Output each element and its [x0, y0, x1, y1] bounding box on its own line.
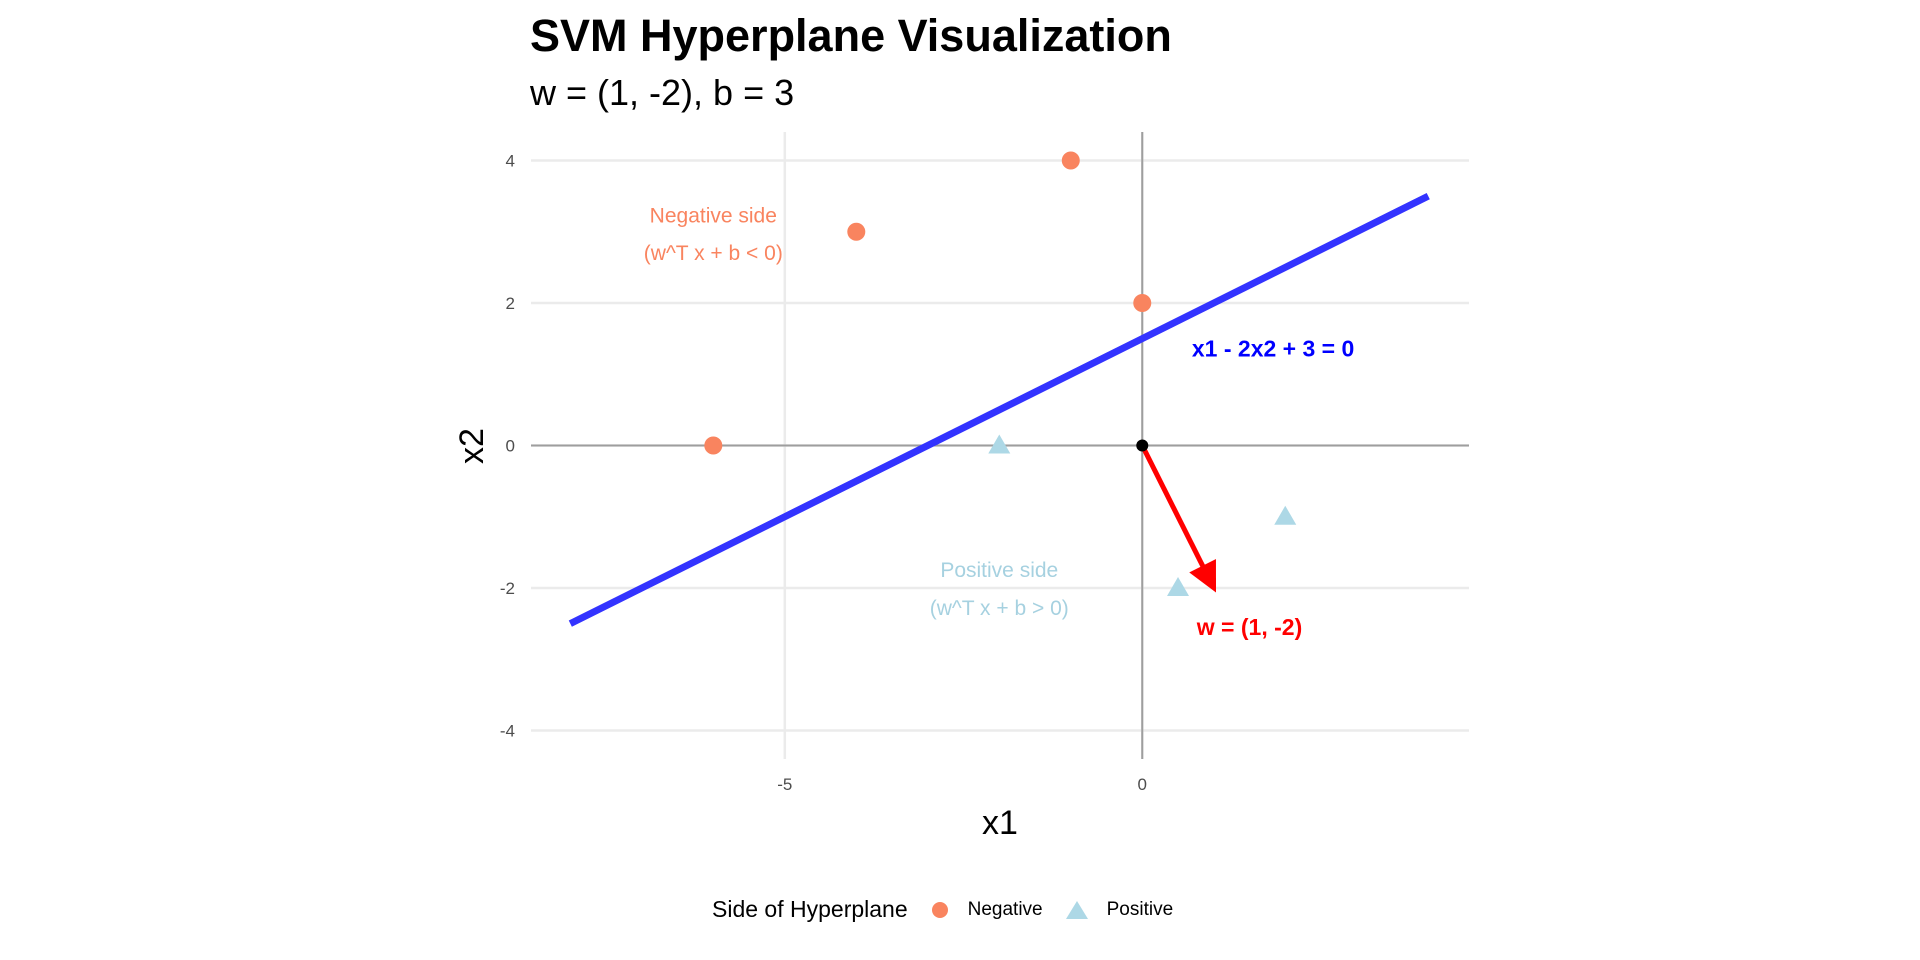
x-tick-label: 0 [1138, 775, 1147, 794]
y-axis-label: x2 [453, 428, 491, 464]
y-tick-label: 0 [506, 437, 515, 456]
origin-point [1136, 439, 1149, 452]
legend: Side of Hyperplane Negative Positive [712, 896, 1195, 923]
legend-label-positive: Positive [1106, 898, 1174, 920]
y-tick-label: -2 [500, 579, 515, 598]
y-tick-label: 2 [506, 294, 515, 313]
data-point-positive [988, 434, 1011, 454]
weight-vector-label: w = (1, -2) [1196, 614, 1302, 640]
x-tick-label: -5 [777, 775, 792, 794]
x-axis-label: x1 [982, 804, 1018, 842]
data-point-negative [1061, 151, 1080, 170]
data-point-negative [704, 436, 723, 455]
side-annotation: (w^T x + b < 0) [644, 242, 783, 265]
legend-title: Side of Hyperplane [712, 896, 908, 922]
chart-subtitle: w = (1, -2), b = 3 [530, 72, 795, 113]
weight-vector-arrow [1140, 444, 1217, 593]
legend-triangle-icon [1065, 900, 1088, 919]
side-annotation: (w^T x + b > 0) [930, 597, 1069, 620]
chart-title: SVM Hyperplane Visualization [530, 10, 1172, 61]
hyperplane-label: x1 - 2x2 + 3 = 0 [1192, 336, 1354, 362]
data-point-positive [1167, 577, 1190, 596]
side-annotation: Positive side [940, 559, 1058, 582]
data-point-negative [1133, 294, 1152, 312]
legend-label-negative: Negative [967, 898, 1043, 920]
data-point-negative [847, 222, 866, 241]
data-point-positive [1274, 505, 1297, 525]
side-annotation: Negative side [650, 204, 777, 227]
legend-circle-icon [931, 901, 948, 918]
y-tick-label: 4 [506, 152, 515, 171]
y-tick-label: -4 [500, 722, 515, 741]
hyperplane-line [568, 192, 1430, 627]
